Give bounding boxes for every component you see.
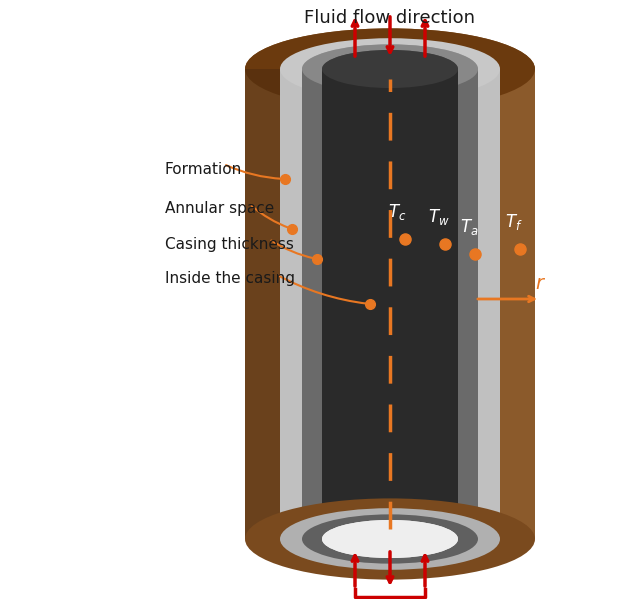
Ellipse shape [322, 520, 458, 558]
Bar [458, 69, 478, 539]
Bar [245, 69, 535, 539]
Ellipse shape [245, 28, 535, 110]
Text: $T_a$: $T_a$ [460, 217, 479, 237]
Ellipse shape [245, 28, 535, 110]
Ellipse shape [280, 508, 500, 570]
Bar [478, 69, 500, 539]
Text: $T_f$: $T_f$ [505, 212, 523, 232]
Ellipse shape [302, 44, 478, 93]
Text: Fluid flow direction: Fluid flow direction [304, 9, 475, 27]
Text: Inside the casing: Inside the casing [165, 271, 295, 286]
Ellipse shape [302, 44, 478, 93]
Ellipse shape [322, 520, 458, 558]
Bar [302, 69, 322, 539]
Bar [245, 69, 535, 539]
Ellipse shape [322, 50, 458, 88]
Text: Annular space: Annular space [165, 201, 274, 216]
Ellipse shape [245, 498, 535, 580]
Text: $T_w$: $T_w$ [428, 207, 450, 227]
Bar [245, 69, 285, 539]
Ellipse shape [322, 50, 458, 88]
Bar [280, 69, 302, 539]
Text: $T_c$: $T_c$ [388, 202, 406, 222]
Text: Casing thickness: Casing thickness [165, 237, 294, 252]
Text: $r$: $r$ [535, 274, 546, 293]
Ellipse shape [280, 38, 500, 100]
Ellipse shape [302, 515, 478, 564]
Bar [322, 69, 458, 539]
Text: Formation: Formation [165, 162, 242, 177]
